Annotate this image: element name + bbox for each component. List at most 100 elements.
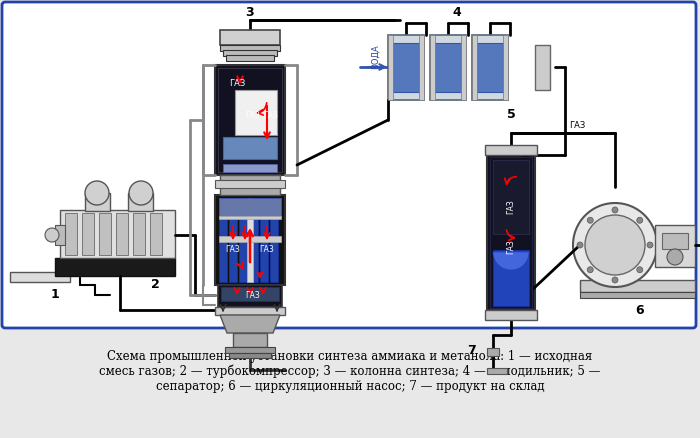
Text: ГАЗ: ГАЗ bbox=[260, 246, 274, 254]
Bar bbox=[150, 213, 162, 255]
Circle shape bbox=[85, 181, 109, 205]
Circle shape bbox=[647, 242, 653, 248]
Bar bbox=[55, 225, 65, 245]
Bar bbox=[485, 310, 537, 320]
Circle shape bbox=[587, 267, 594, 273]
Text: ГАЗ: ГАЗ bbox=[229, 78, 245, 88]
Text: 6: 6 bbox=[636, 304, 644, 317]
Bar bbox=[218, 285, 282, 307]
Bar bbox=[60, 210, 175, 258]
Bar bbox=[226, 55, 274, 61]
Bar bbox=[503, 35, 508, 100]
Circle shape bbox=[667, 249, 683, 265]
Bar bbox=[430, 35, 466, 100]
Bar bbox=[221, 287, 279, 301]
Bar bbox=[419, 35, 424, 100]
Text: 2: 2 bbox=[150, 279, 160, 292]
Text: Схема промышленной установки синтеза аммиака и метанола: 1 — исходная: Схема промышленной установки синтеза амм… bbox=[107, 350, 593, 363]
Text: ГАЗ: ГАЗ bbox=[264, 110, 279, 120]
Bar bbox=[655, 225, 695, 267]
Bar bbox=[225, 347, 275, 353]
Bar bbox=[250, 198, 258, 282]
Bar bbox=[662, 233, 688, 249]
Circle shape bbox=[573, 203, 657, 287]
Bar bbox=[223, 137, 277, 159]
Circle shape bbox=[612, 207, 618, 213]
Bar bbox=[493, 250, 529, 306]
Bar bbox=[239, 198, 247, 282]
Text: ВОДА: ВОДА bbox=[370, 45, 379, 69]
Text: ГАЗ: ГАЗ bbox=[225, 246, 240, 254]
Bar bbox=[219, 236, 281, 242]
Bar bbox=[435, 43, 461, 92]
Bar bbox=[218, 68, 282, 172]
Bar bbox=[220, 30, 280, 45]
Bar bbox=[485, 145, 537, 155]
Bar bbox=[487, 348, 499, 356]
Polygon shape bbox=[220, 315, 280, 333]
Text: ГАЗ: ГАЗ bbox=[507, 239, 515, 254]
Bar bbox=[487, 155, 535, 310]
Bar bbox=[388, 35, 424, 100]
Bar bbox=[260, 198, 268, 282]
Bar bbox=[10, 272, 70, 282]
Bar bbox=[223, 50, 277, 56]
Bar bbox=[55, 258, 175, 276]
Text: сепаратор; 6 — циркуляционный насос; 7 — продукт на склад: сепаратор; 6 — циркуляционный насос; 7 —… bbox=[155, 380, 545, 393]
Text: ГАЗ: ГАЗ bbox=[246, 290, 260, 300]
Circle shape bbox=[637, 267, 643, 273]
Bar bbox=[472, 35, 477, 100]
Bar bbox=[82, 213, 94, 255]
Wedge shape bbox=[493, 252, 529, 270]
Bar bbox=[220, 175, 280, 195]
Bar bbox=[85, 193, 110, 211]
Text: смесь газов; 2 — турбокомпрессор; 3 — колонна синтеза; 4 — холодильник; 5 —: смесь газов; 2 — турбокомпрессор; 3 — ко… bbox=[99, 365, 601, 378]
Circle shape bbox=[577, 242, 583, 248]
Polygon shape bbox=[235, 90, 277, 135]
Bar bbox=[430, 35, 435, 100]
Circle shape bbox=[587, 217, 594, 223]
Text: 4: 4 bbox=[453, 7, 461, 20]
Circle shape bbox=[612, 277, 618, 283]
Circle shape bbox=[585, 215, 645, 275]
Bar bbox=[223, 164, 277, 172]
Bar bbox=[388, 35, 393, 100]
Bar bbox=[535, 45, 550, 90]
Bar bbox=[477, 43, 503, 92]
Text: 7: 7 bbox=[467, 343, 475, 357]
Text: ГАЗ: ГАЗ bbox=[569, 120, 585, 130]
Bar bbox=[490, 157, 532, 308]
Text: 5: 5 bbox=[507, 109, 515, 121]
Bar bbox=[580, 280, 695, 292]
Bar bbox=[215, 195, 285, 285]
Circle shape bbox=[129, 181, 153, 205]
Text: ГАЗ: ГАЗ bbox=[246, 110, 260, 120]
Bar bbox=[229, 353, 271, 358]
Text: 3: 3 bbox=[246, 6, 254, 18]
Bar bbox=[472, 35, 508, 100]
Bar bbox=[461, 35, 466, 100]
Bar bbox=[116, 213, 128, 255]
Bar bbox=[393, 43, 419, 92]
Text: ГАЗ: ГАЗ bbox=[507, 199, 515, 214]
FancyBboxPatch shape bbox=[2, 2, 696, 328]
Bar bbox=[493, 160, 529, 233]
Bar bbox=[99, 213, 111, 255]
Bar bbox=[487, 368, 507, 374]
Bar bbox=[219, 216, 281, 219]
Bar bbox=[580, 292, 695, 298]
Bar bbox=[65, 213, 77, 255]
Bar bbox=[229, 198, 237, 282]
Text: 1: 1 bbox=[50, 289, 60, 301]
Bar bbox=[270, 198, 278, 282]
Bar bbox=[219, 198, 227, 282]
Bar bbox=[247, 198, 253, 282]
Bar bbox=[215, 180, 285, 188]
Bar bbox=[133, 213, 145, 255]
Bar bbox=[128, 193, 153, 211]
Bar bbox=[215, 307, 285, 315]
Bar bbox=[233, 333, 267, 347]
Bar bbox=[220, 45, 280, 51]
Bar bbox=[215, 65, 285, 175]
Circle shape bbox=[637, 217, 643, 223]
